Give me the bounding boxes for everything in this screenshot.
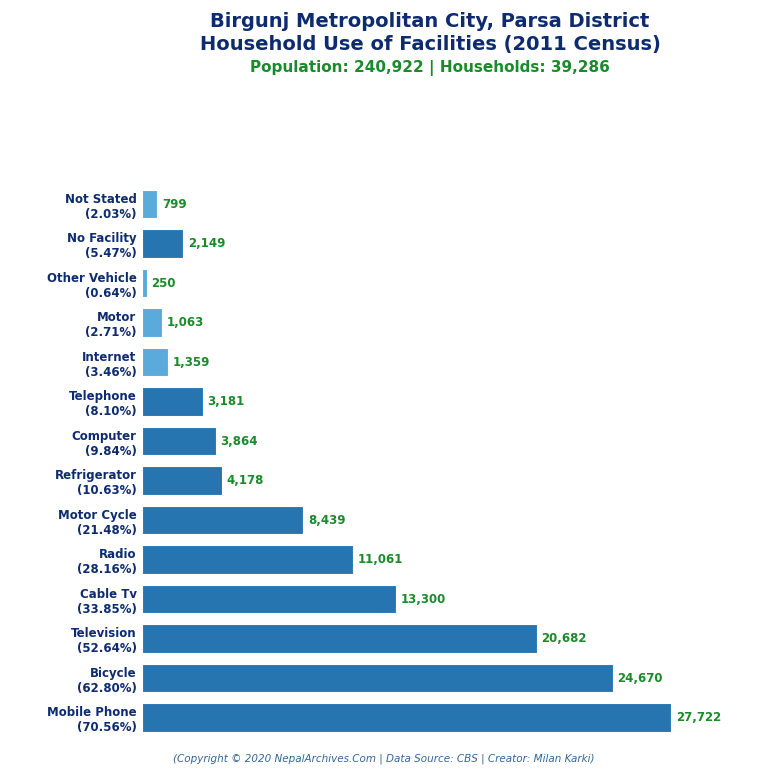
Text: 8,439: 8,439: [308, 514, 346, 527]
Text: 3,864: 3,864: [220, 435, 258, 448]
Bar: [142, 624, 537, 653]
Text: Household Use of Facilities (2011 Census): Household Use of Facilities (2011 Census…: [200, 35, 660, 54]
Bar: [142, 427, 216, 455]
Text: 2,149: 2,149: [188, 237, 225, 250]
Text: 20,682: 20,682: [541, 632, 587, 645]
Text: 799: 799: [162, 197, 187, 210]
Bar: [142, 584, 396, 614]
Bar: [142, 387, 203, 415]
Text: 1,063: 1,063: [167, 316, 204, 329]
Text: 1,359: 1,359: [173, 356, 210, 369]
Bar: [142, 230, 183, 258]
Bar: [142, 506, 303, 535]
Bar: [142, 190, 157, 218]
Bar: [142, 348, 168, 376]
Bar: [142, 703, 671, 732]
Bar: [142, 466, 222, 495]
Text: (Copyright © 2020 NepalArchives.Com | Data Source: CBS | Creator: Milan Karki): (Copyright © 2020 NepalArchives.Com | Da…: [174, 753, 594, 764]
Text: Birgunj Metropolitan City, Parsa District: Birgunj Metropolitan City, Parsa Distric…: [210, 12, 650, 31]
Text: 250: 250: [151, 276, 176, 290]
Text: Population: 240,922 | Households: 39,286: Population: 240,922 | Households: 39,286: [250, 60, 610, 76]
Bar: [142, 308, 162, 337]
Bar: [142, 269, 147, 297]
Text: 11,061: 11,061: [358, 553, 403, 566]
Text: 27,722: 27,722: [676, 711, 721, 724]
Text: 24,670: 24,670: [617, 671, 663, 684]
Text: 4,178: 4,178: [227, 474, 264, 487]
Bar: [142, 545, 353, 574]
Bar: [142, 664, 613, 692]
Text: 3,181: 3,181: [207, 395, 245, 408]
Text: 13,300: 13,300: [401, 593, 445, 605]
